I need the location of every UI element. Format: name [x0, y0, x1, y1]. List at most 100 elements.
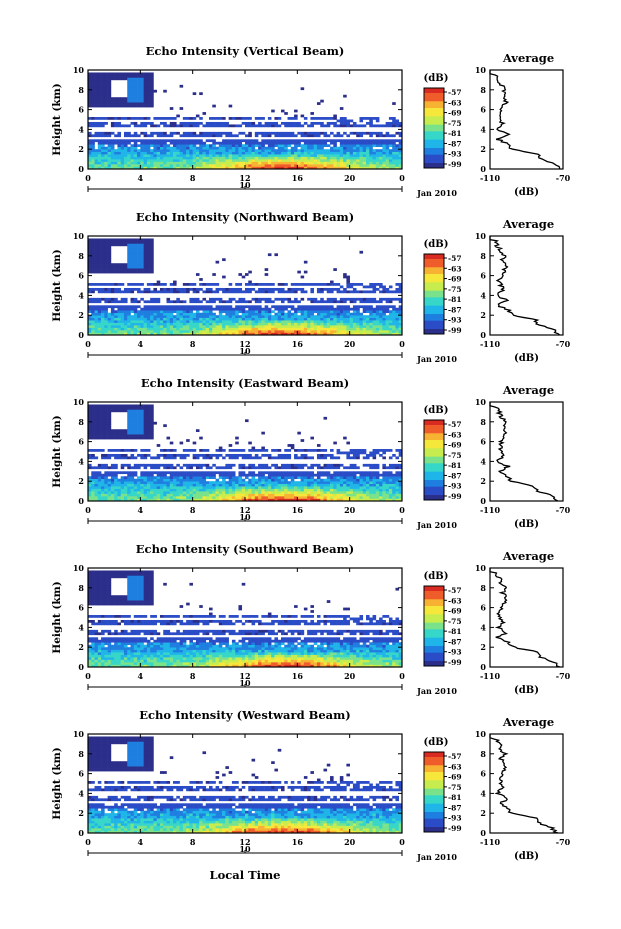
heatmap-cell [186, 330, 190, 333]
heatmap-cell [323, 287, 328, 291]
heatmap-cell [91, 117, 95, 120]
heatmap-cell [133, 404, 138, 408]
heatmap-cell [238, 273, 243, 276]
heatmap-cell [215, 478, 220, 482]
heatmap-cell [97, 406, 102, 410]
heatmap-cell [101, 496, 105, 499]
heatmap-cell [307, 164, 311, 167]
heatmap-cell [359, 320, 364, 323]
colorbar-segment [424, 325, 444, 328]
heatmap-cell [143, 453, 148, 457]
heatmap-cell [222, 154, 226, 157]
heatmap-cell [182, 121, 187, 125]
heatmap-cell [222, 496, 226, 499]
heatmap-cell [127, 84, 131, 88]
heatmap-cell [274, 481, 279, 484]
heatmap-cell [274, 486, 279, 489]
colorbar-unit: (dB) [424, 73, 449, 84]
heatmap-cell [251, 159, 256, 162]
heatmap-cell [375, 327, 380, 331]
heatmap-cell [173, 280, 177, 284]
heatmap-cell [189, 496, 193, 499]
heatmap-cell [127, 456, 131, 460]
profile-title: Average [502, 51, 554, 65]
heatmap-cell [133, 493, 138, 497]
heatmap-cell [182, 491, 187, 494]
heatmap-cell [251, 325, 256, 328]
heatmap-cell [300, 154, 305, 157]
heatmap-cell [251, 471, 256, 475]
heatmap-cell [163, 141, 167, 145]
heatmap-cell [369, 124, 373, 128]
heatmap-cell [339, 322, 344, 326]
heatmap-cell [307, 320, 311, 323]
heatmap-cell [159, 307, 164, 311]
heatmap-cell [326, 312, 331, 316]
heatmap-cell [133, 463, 138, 467]
heatmap-cell [375, 325, 380, 328]
heatmap-cell [104, 493, 108, 497]
heatmap-cell [385, 297, 390, 301]
colorbar-segment [424, 116, 444, 119]
heatmap-cell [140, 149, 144, 152]
heatmap-cell [150, 238, 154, 242]
heatmap-cell [222, 317, 226, 321]
heatmap-cell [271, 310, 275, 314]
heatmap-cell [392, 134, 396, 138]
heatmap-cell [150, 255, 154, 259]
heatmap-cell [140, 481, 144, 484]
heatmap-cell [140, 270, 144, 274]
heatmap-cell [199, 121, 203, 125]
heatmap-cell [107, 94, 112, 98]
heatmap-cell [398, 300, 403, 304]
heatmap-cell [91, 141, 95, 145]
heatmap-cell [114, 478, 118, 482]
heatmap-cell [156, 149, 161, 152]
heatmap-cell [228, 491, 233, 494]
heatmap-cell [388, 117, 393, 120]
heatmap-cell [146, 491, 151, 494]
heatmap-cell [366, 330, 370, 333]
heatmap-cell [156, 141, 161, 145]
heatmap-cell [88, 159, 92, 162]
heatmap-cell [375, 134, 380, 138]
heatmap-cell [123, 312, 128, 316]
heatmap-cell [143, 416, 148, 420]
heatmap-cell [130, 325, 135, 328]
heatmap-cell [94, 426, 99, 430]
heatmap-cell [388, 285, 393, 289]
heatmap-cell [228, 471, 233, 475]
heatmap-cell [303, 310, 308, 314]
heatmap-cell [186, 439, 190, 442]
heatmap-cell [143, 102, 148, 105]
heatmap-cell [146, 270, 151, 274]
heatmap-cell [186, 307, 190, 311]
heatmap-cell [238, 496, 243, 499]
heatmap-cell [274, 117, 279, 120]
heatmap-cell [182, 300, 187, 304]
heatmap-cell [231, 310, 236, 314]
heatmap-cell [248, 496, 252, 499]
heatmap-cell [228, 453, 233, 457]
heatmap-cell [137, 315, 141, 318]
heatmap-cell [287, 141, 292, 145]
heatmap-cell [166, 159, 171, 162]
heatmap-cell [225, 496, 229, 499]
heatmap-cell [88, 322, 92, 326]
heatmap-cell [261, 496, 265, 499]
heatmap-cell [150, 245, 154, 249]
heatmap-cell [300, 320, 305, 323]
heatmap-cell [366, 315, 370, 318]
heatmap-cell [297, 325, 301, 328]
heatmap-cell [382, 156, 386, 160]
heatmap-cell [264, 493, 269, 497]
heatmap-cell [94, 434, 99, 437]
heatmap-cell [186, 161, 190, 165]
heatmap-cell [261, 463, 265, 467]
heatmap-cell [114, 491, 118, 494]
heatmap-cell [261, 315, 265, 318]
heatmap-cell [107, 426, 112, 430]
heatmap-cell [107, 312, 112, 316]
heatmap-cell [130, 488, 135, 492]
heatmap-cell [123, 478, 128, 482]
